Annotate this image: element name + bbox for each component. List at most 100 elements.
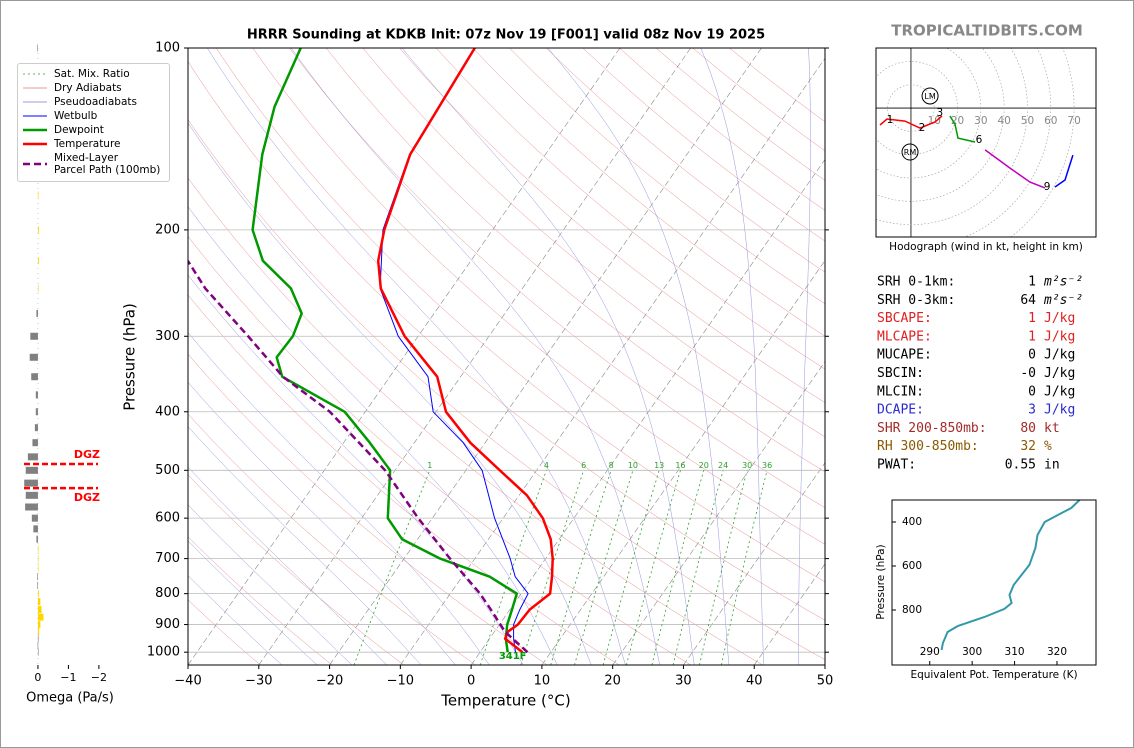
stat-label: DCAPE:: [877, 403, 924, 418]
dry-adiabat: [188, 413, 476, 665]
legend-label: Temperature: [54, 138, 121, 150]
mixing-ratio-label: 8: [609, 461, 614, 470]
theta-e-y-label: Pressure (hPa): [875, 544, 887, 619]
omega-bar: [29, 353, 38, 361]
y-tick-label: 900: [155, 617, 180, 632]
y-tick-label: 700: [155, 551, 180, 566]
x-tick-label: 0: [467, 674, 475, 689]
hodo-line: [879, 115, 943, 129]
stat-unit: J/kg: [1044, 366, 1075, 381]
stat-unit: m²s⁻²: [1043, 293, 1083, 308]
stat-unit: J/kg: [1044, 311, 1075, 326]
mixing-ratio-label: 20: [699, 461, 709, 470]
stat-value: 64: [1020, 293, 1036, 308]
stat-value: 1: [1028, 275, 1036, 290]
stat-unit: J/kg: [1044, 403, 1075, 418]
y-tick-label: 800: [155, 586, 180, 601]
omega-bar: [37, 191, 39, 199]
stat-label: PWAT:: [877, 458, 916, 473]
y-tick-label: 1000: [147, 645, 180, 660]
legend-entry: Sat. Mix. Ratio: [22, 68, 169, 80]
stat-unit: in: [1044, 458, 1060, 473]
pseudoadiabat: [700, 48, 765, 665]
hodo-height-label: 9: [1044, 181, 1051, 193]
sounding-line: [376, 48, 554, 654]
stat-unit: m²s⁻²: [1043, 275, 1083, 290]
legend-swatch: [23, 87, 47, 89]
stat-value: 0.55: [1005, 458, 1036, 473]
dry-adiabat: [326, 48, 825, 473]
storm-motion-marker: [901, 143, 919, 161]
omega-bar: [37, 635, 39, 643]
mixing-ratio-line: [721, 470, 768, 665]
storm-motion-label: LM: [924, 92, 935, 101]
sounding-line: [188, 260, 529, 654]
pseudoadiabat: [798, 48, 811, 665]
omega-bar: [27, 453, 38, 461]
hodo-ring: [1010, 48, 1075, 237]
pseudoadiabat: [290, 48, 661, 665]
mixing-ratio-label: 30: [742, 461, 752, 470]
omega-bar: [37, 545, 39, 553]
hodo-ring-label: 70: [1067, 115, 1080, 127]
hodograph-caption: Hodograph (wind in kt, height in km): [889, 241, 1083, 253]
hodo-height-label: 3: [937, 107, 944, 119]
stat-label: SHR 200-850mb:: [877, 421, 987, 436]
omega-bar: [37, 648, 39, 656]
omega-bar: [37, 581, 38, 589]
stat-value: 3: [1028, 403, 1036, 418]
x-tick-label: −40: [174, 674, 201, 689]
site-name: TROPICALTIDBITS.COM: [891, 22, 1083, 40]
mixing-ratio-line: [353, 470, 431, 665]
omega-bar: [35, 391, 38, 399]
y-tick-label: 100: [155, 41, 180, 56]
theta-x-tick-label: 320: [1047, 646, 1067, 658]
omega-bar: [37, 226, 39, 234]
omega-bar: [37, 642, 39, 650]
legend-label: Wetbulb: [54, 110, 98, 122]
hodo-ring: [876, 61, 958, 155]
omega-bar: [33, 525, 38, 533]
dry-adiabat: [188, 353, 548, 665]
omega-bar: [37, 606, 42, 614]
omega-bar: [37, 590, 39, 598]
omega-bar: [31, 514, 38, 522]
stat-value: 1: [1028, 329, 1036, 344]
stat-unit: %: [1044, 439, 1052, 454]
omega-bar: [37, 257, 39, 265]
dry-adiabat: [188, 294, 620, 665]
x-tick-label: 40: [746, 674, 763, 689]
skewt-frame: [187, 47, 826, 666]
theta-y-tick-label: 800: [902, 604, 922, 616]
stat-value: -0: [1020, 366, 1036, 381]
legend-entry: Wetbulb: [22, 110, 169, 122]
hodo-ring: [876, 48, 982, 179]
sounding-line: [251, 48, 519, 653]
hodograph-frame: [875, 47, 1097, 238]
x-tick-label: −10: [387, 674, 414, 689]
x-axis-label: Temperature (°C): [440, 692, 570, 710]
omega-bar: [37, 564, 39, 572]
legend-label: Mixed-Layer Parcel Path (100mb): [54, 152, 161, 176]
dry-adiabat: [435, 48, 825, 370]
legend-entry: Dewpoint: [22, 124, 169, 136]
legend-swatch: [23, 128, 47, 132]
stat-label: SRH 0-1km:: [877, 275, 955, 290]
hodo-ring-label: 60: [1044, 115, 1057, 127]
mixing-ratio-line: [651, 470, 705, 665]
legend-swatch: [23, 101, 47, 103]
pseudoadiabat: [188, 575, 283, 665]
pseudoadiabat: [188, 332, 490, 665]
mixing-ratio-line: [479, 470, 547, 665]
pseudoadiabat: [547, 48, 730, 665]
omega-bar: [36, 535, 38, 543]
omega-bar: [37, 555, 39, 563]
stat-value: 0: [1028, 384, 1036, 399]
mixing-ratio-line: [602, 470, 660, 665]
stat-value: 1: [1028, 311, 1036, 326]
stat-unit: kt: [1044, 421, 1060, 436]
theta-e-line: [940, 500, 1081, 651]
legend-entry: Mixed-Layer Parcel Path (100mb): [22, 152, 169, 176]
